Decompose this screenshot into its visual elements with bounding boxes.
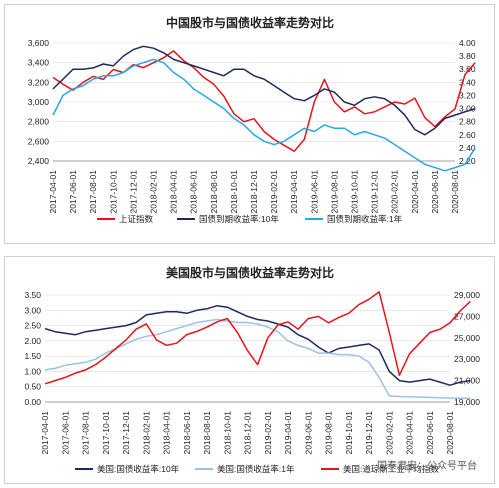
y-left-tick-label: 2.50 bbox=[24, 321, 41, 331]
y-left-tick-label: 3,200 bbox=[28, 77, 50, 87]
y-left-tick-label: 3,600 bbox=[28, 38, 50, 48]
y-right-tick-label: 19,000 bbox=[454, 397, 480, 407]
legend-label-0: 上证指数 bbox=[119, 214, 154, 224]
y-left-tick-label: 0.50 bbox=[24, 382, 41, 392]
series-line-2 bbox=[52, 58, 476, 172]
y-right-tick-label: 25,000 bbox=[454, 333, 480, 343]
x-tick-label: 2018-12-01 bbox=[243, 411, 253, 455]
series-line-1 bbox=[52, 45, 476, 136]
x-tick-label: 2019-02-01 bbox=[263, 411, 273, 455]
x-tick-label: 2019-08-01 bbox=[329, 170, 339, 214]
x-tick-label: 2017-04-01 bbox=[40, 411, 50, 455]
x-tick-label: 2019-10-01 bbox=[344, 411, 354, 455]
y-left-tick-label: 2,400 bbox=[28, 156, 50, 166]
china-chart-panel: 中国股市与国债收益率走势对比 3,600 3,400 3,200 3,000 2,800… bbox=[4, 4, 495, 244]
x-tick-label: 2017-10-01 bbox=[101, 411, 111, 455]
x-tick-label: 2020-06-01 bbox=[430, 170, 440, 214]
y-right-tick-label: 3.20 bbox=[459, 90, 476, 100]
watermark-text: 国泰君安：公众号平台 bbox=[377, 459, 477, 472]
series-line-0 bbox=[44, 304, 471, 386]
x-tick-label: 2018-02-01 bbox=[141, 411, 151, 455]
x-tick-label: 2018-02-01 bbox=[149, 170, 159, 214]
x-tick-label: 2018-06-01 bbox=[189, 170, 199, 214]
x-tick-label: 2017-06-01 bbox=[68, 170, 78, 214]
x-tick-label: 2020-02-01 bbox=[384, 411, 394, 455]
y-right-tick-label: 3.80 bbox=[459, 51, 476, 61]
x-tick-label: 2018-08-01 bbox=[202, 411, 212, 455]
y-right-tick-label: 2.80 bbox=[459, 117, 476, 127]
x-tick-label: 2019-02-01 bbox=[269, 170, 279, 214]
x-tick-label: 2019-06-01 bbox=[309, 170, 319, 214]
x-tick-label: 2020-04-01 bbox=[410, 170, 420, 214]
x-tick-label: 2017-12-01 bbox=[128, 170, 138, 214]
x-tick-label: 2018-10-01 bbox=[229, 170, 239, 214]
y-right-tick-label: 3.40 bbox=[459, 77, 476, 87]
x-tick-label: 2020-06-01 bbox=[425, 411, 435, 455]
x-tick-label: 2018-08-01 bbox=[209, 170, 219, 214]
x-tick-label: 2017-08-01 bbox=[88, 170, 98, 214]
series-line-2 bbox=[44, 291, 471, 385]
y-left-tick-label: 2,600 bbox=[28, 136, 50, 146]
x-tick-label: 2018-10-01 bbox=[222, 411, 232, 455]
x-tick-label: 2017-12-01 bbox=[121, 411, 131, 455]
x-tick-label: 2017-06-01 bbox=[60, 411, 70, 455]
legend-label-0: 美国:国债收益率:10年 bbox=[97, 464, 180, 474]
legend-label-1: 美国:国债收益率:1年 bbox=[217, 464, 295, 474]
legend-label-2: 国债到期收益率:1年 bbox=[327, 214, 403, 224]
x-tick-label: 2019-12-01 bbox=[370, 170, 380, 214]
x-tick-label: 2019-04-01 bbox=[289, 170, 299, 214]
x-tick-label: 2017-10-01 bbox=[108, 170, 118, 214]
y-left-tick-label: 1.50 bbox=[24, 351, 41, 361]
x-tick-label: 2018-04-01 bbox=[162, 411, 172, 455]
us-chart-title: 美国股市与国债收益率走势对比 bbox=[166, 265, 334, 280]
legend-label-2: 美国:道琼斯工业平均指数 bbox=[343, 464, 439, 474]
us-chart-panel: 美国股市与国债收益率走势对比 3.50 3.00 2.50 2.00 1.50 1.00 0… bbox=[4, 256, 495, 484]
y-left-tick-label: 2,800 bbox=[28, 117, 50, 127]
x-tick-label: 2018-04-01 bbox=[169, 170, 179, 214]
y-left-tick-label: 3.00 bbox=[24, 305, 41, 315]
y-right-tick-label: 4.00 bbox=[459, 38, 476, 48]
x-tick-label: 2020-08-01 bbox=[445, 411, 455, 455]
x-tick-label: 2020-08-01 bbox=[450, 170, 460, 214]
x-tick-label: 2020-04-01 bbox=[405, 411, 415, 455]
x-tick-label: 2018-06-01 bbox=[182, 411, 192, 455]
y-left-tick-label: 3,000 bbox=[28, 97, 50, 107]
x-tick-label: 2020-02-01 bbox=[390, 170, 400, 214]
y-left-tick-label: 2.00 bbox=[24, 336, 41, 346]
y-right-tick-label: 3.00 bbox=[459, 104, 476, 114]
china-chart-svg: 中国股市与国债收益率走势对比 3,600 3,400 3,200 3,000 2,800… bbox=[28, 15, 476, 224]
x-tick-label: 2019-10-01 bbox=[350, 170, 360, 214]
y-right-tick-label: 27,000 bbox=[454, 311, 480, 321]
x-tick-label: 2019-12-01 bbox=[364, 411, 374, 455]
y-right-tick-label: 2.40 bbox=[459, 143, 476, 153]
y-left-tick-label: 3,400 bbox=[28, 58, 50, 68]
y-right-tick-label: 29,000 bbox=[454, 290, 480, 300]
x-tick-label: 2017-04-01 bbox=[48, 170, 58, 214]
legend-label-1: 国债到期收益率:10年 bbox=[199, 214, 279, 224]
y-right-tick-label: 23,000 bbox=[454, 354, 480, 364]
x-tick-label: 2019-08-01 bbox=[324, 411, 334, 455]
y-right-tick-label: 2.60 bbox=[459, 130, 476, 140]
x-tick-label: 2019-06-01 bbox=[303, 411, 313, 455]
china-chart-title: 中国股市与国债收益率走势对比 bbox=[166, 15, 334, 30]
y-left-tick-label: 1.00 bbox=[24, 366, 41, 376]
y-left-tick-label: 0.00 bbox=[24, 397, 41, 407]
x-tick-label: 2017-08-01 bbox=[81, 411, 91, 455]
us-chart-svg: 美国股市与国债收益率走势对比 3.50 3.00 2.50 2.00 1.50 1.00 0… bbox=[24, 265, 480, 474]
series-line-0 bbox=[52, 50, 476, 152]
y-left-tick-label: 3.50 bbox=[24, 290, 41, 300]
y-right-tick-label: 3.60 bbox=[459, 64, 476, 74]
x-tick-label: 2019-04-01 bbox=[283, 411, 293, 455]
x-tick-label: 2018-12-01 bbox=[249, 170, 259, 214]
